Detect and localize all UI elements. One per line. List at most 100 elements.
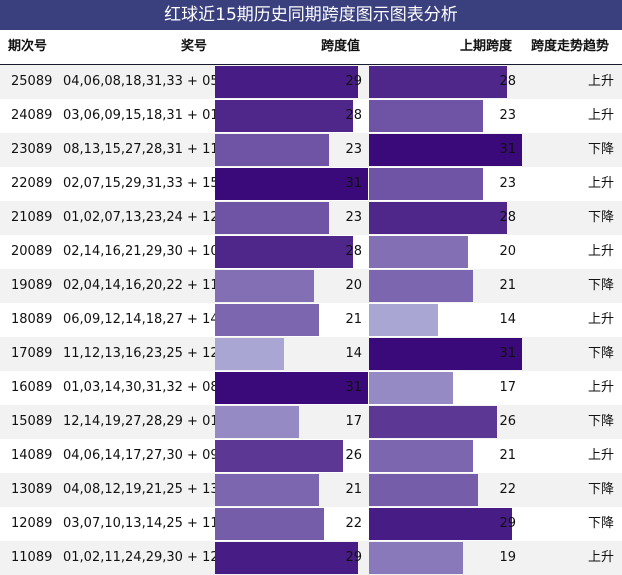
span-value: 23 [345,142,362,157]
prev-span-bar [369,168,483,200]
prev-span-value: 26 [499,414,516,429]
prev-span-bar [369,270,473,302]
period-cell: 20089 [11,244,53,259]
table-row: 12089 03,07,10,13,14,25 + 11 22 29 下降 [0,507,622,541]
prev-span-value: 21 [499,448,516,463]
prev-span-value: 31 [499,346,516,361]
period-cell: 25089 [11,74,53,89]
span-value: 29 [345,550,362,565]
prev-span-bar [369,134,522,166]
period-cell: 19089 [11,278,53,293]
trend-cell: 上升 [587,74,614,89]
header-period: 期次号 [8,39,48,54]
span-value: 28 [345,244,362,259]
span-value: 28 [345,108,362,123]
span-value: 21 [345,482,362,497]
period-cell: 13089 [11,482,53,497]
prev-span-value: 31 [499,142,516,157]
span-value: 29 [345,74,362,89]
span-bar [215,440,343,472]
trend-cell: 下降 [587,142,614,157]
numbers-cell: 02,04,14,16,20,22 + 11 [63,278,219,293]
header-trend: 跨度走势趋势 [531,39,610,54]
header-numbers: 奖号 [181,39,208,54]
prev-span-bar [369,372,453,404]
prev-span-value: 17 [499,380,516,395]
prev-span-bar [369,304,438,336]
numbers-cell: 04,08,12,19,21,25 + 13 [63,482,219,497]
table-row: 17089 11,12,13,16,23,25 + 12 14 31 下降 [0,337,622,371]
span-value: 17 [345,414,362,429]
numbers-cell: 02,07,15,29,31,33 + 15 [63,176,219,191]
prev-span-bar [369,236,468,268]
period-cell: 24089 [11,108,53,123]
trend-cell: 上升 [587,448,614,463]
span-bar [215,304,319,336]
prev-span-value: 22 [499,482,516,497]
table-row: 15089 12,14,19,27,28,29 + 01 17 26 下降 [0,405,622,439]
prev-span-value: 20 [499,244,516,259]
table-row: 19089 02,04,14,16,20,22 + 11 20 21 下降 [0,269,622,303]
table-row: 18089 06,09,12,14,18,27 + 14 21 14 上升 [0,303,622,337]
table-row: 21089 01,02,07,13,23,24 + 12 23 28 下降 [0,201,622,235]
span-value: 31 [345,176,362,191]
span-bar [215,338,284,370]
trend-cell: 下降 [587,414,614,429]
span-bar [215,406,299,438]
span-bar [215,134,329,166]
prev-span-value: 19 [499,550,516,565]
numbers-cell: 03,06,09,15,18,31 + 01 [63,108,219,123]
trend-cell: 上升 [587,550,614,565]
trend-cell: 上升 [587,244,614,259]
numbers-cell: 01,02,11,24,29,30 + 12 [63,550,219,565]
period-cell: 12089 [11,516,53,531]
span-value: 21 [345,312,362,327]
span-value: 22 [345,516,362,531]
span-bar [215,236,353,268]
table-row: 25089 04,06,08,18,31,33 + 05 29 28 上升 [0,65,622,99]
table-row: 24089 03,06,09,15,18,31 + 01 28 23 上升 [0,99,622,133]
numbers-cell: 12,14,19,27,28,29 + 01 [63,414,219,429]
period-cell: 18089 [11,312,53,327]
span-bar [215,168,368,200]
table-row: 13089 04,08,12,19,21,25 + 13 21 22 下降 [0,473,622,507]
prev-span-value: 14 [499,312,516,327]
prev-span-bar [369,542,463,574]
span-bar [215,100,353,132]
numbers-cell: 11,12,13,16,23,25 + 12 [63,346,219,361]
trend-cell: 下降 [587,346,614,361]
period-cell: 11089 [11,550,53,565]
numbers-cell: 01,03,14,30,31,32 + 08 [63,380,219,395]
prev-span-bar [369,440,473,472]
period-cell: 22089 [11,176,53,191]
trend-cell: 上升 [587,380,614,395]
trend-cell: 上升 [587,176,614,191]
span-value: 20 [345,278,362,293]
period-cell: 17089 [11,346,53,361]
table-header: 期次号 奖号 跨度值 上期跨度 跨度走势趋势 [0,30,622,65]
span-bar [215,270,314,302]
prev-span-bar [369,100,483,132]
span-bar [215,508,324,540]
span-value: 23 [345,210,362,225]
table-row: 22089 02,07,15,29,31,33 + 15 31 23 上升 [0,167,622,201]
span-value: 26 [345,448,362,463]
numbers-cell: 02,14,16,21,29,30 + 10 [63,244,219,259]
trend-cell: 下降 [587,482,614,497]
span-bar [215,372,368,404]
prev-span-value: 21 [499,278,516,293]
numbers-cell: 06,09,12,14,18,27 + 14 [63,312,219,327]
prev-span-value: 23 [499,108,516,123]
chart-title: 红球近15期历史同期跨度图示图表分析 [0,0,622,30]
trend-cell: 下降 [587,210,614,225]
period-cell: 23089 [11,142,53,157]
span-value: 14 [345,346,362,361]
span-bar [215,474,319,506]
prev-span-bar [369,508,512,540]
trend-cell: 上升 [587,312,614,327]
span-bar [215,202,329,234]
prev-span-bar [369,406,497,438]
prev-span-bar [369,474,478,506]
prev-span-value: 28 [499,210,516,225]
prev-span-bar [369,202,507,234]
